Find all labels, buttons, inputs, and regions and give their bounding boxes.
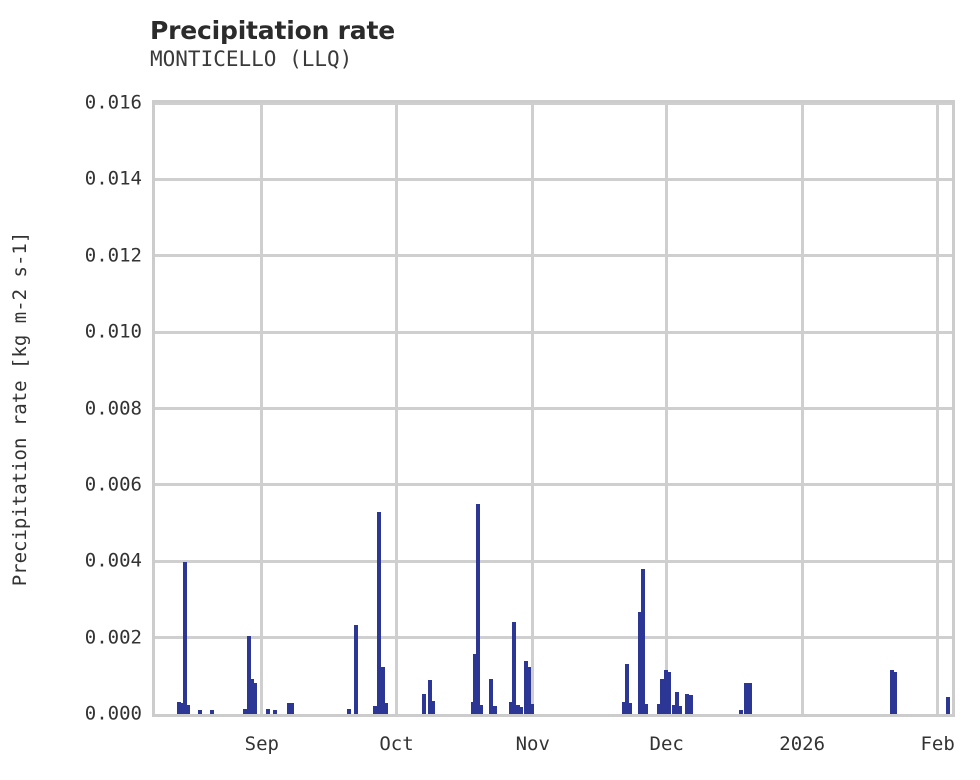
data-bar [384,703,389,714]
gridline-horizontal [155,559,952,563]
data-bar [671,704,676,714]
data-bar [667,671,672,714]
plot-inner [155,103,952,714]
gridline-vertical [800,103,804,714]
chart-title-block: Precipitation rate MONTICELLO (LLQ) [150,16,850,72]
data-bar [685,693,690,714]
data-bar [427,679,432,714]
chart-subtitle: MONTICELLO (LLQ) [150,47,353,71]
gridline-vertical [394,103,398,714]
data-bar [380,667,385,714]
y-tick-label: 0.016 [84,91,142,114]
gridline-vertical [531,103,535,714]
data-bar [475,503,480,714]
data-bar [744,682,749,714]
data-bar [473,654,478,714]
x-tick-label: Oct [379,733,414,755]
x-tick-label: Nov [515,733,550,755]
x-tick-label: 2026 [779,733,826,755]
data-bar [518,707,523,714]
data-bar [471,701,475,714]
gridline-horizontal [155,483,952,487]
data-bar [353,625,358,714]
gridline-vertical [665,103,669,714]
data-bar [512,621,517,714]
data-bar [509,702,514,714]
data-bar [890,670,895,714]
x-tick-label: Feb [920,733,955,755]
y-tick-label: 0.002 [84,626,142,649]
data-bar [624,664,629,714]
data-bar [376,512,381,714]
gridline-horizontal [155,254,952,258]
gridline-vertical [936,103,940,714]
data-bar [523,661,528,714]
data-bar [266,709,271,714]
data-bar [621,702,626,714]
gridline-horizontal [155,103,952,105]
data-bar [183,562,188,714]
data-bar [663,669,668,714]
data-bar [678,705,683,714]
y-tick-label: 0.004 [84,549,142,572]
data-bar [638,611,643,714]
data-bar [250,679,255,714]
gridline-horizontal [155,407,952,410]
data-bar [346,709,351,714]
data-bar [186,704,191,714]
x-tick-label: Dec [649,733,684,755]
y-tick-label: 0.008 [84,397,142,419]
gridline-horizontal [155,330,952,334]
data-bar [640,568,645,714]
y-tick-label: 0.000 [84,702,142,725]
page-title: Precipitation rate [150,16,395,45]
y-tick-label: 0.010 [84,320,142,343]
data-bar [422,693,427,714]
data-bar [738,710,743,714]
y-tick-label: 0.012 [84,244,142,267]
data-bar [515,704,520,714]
data-bar [210,710,215,714]
gridline-horizontal [155,177,952,181]
data-bar [675,691,680,714]
data-bar [180,702,185,714]
data-bar [529,704,534,714]
data-bar [643,704,648,714]
data-bar [272,710,277,714]
data-bar [893,672,898,714]
data-bar [372,705,377,714]
plot-area [152,100,955,717]
data-bar [176,701,181,714]
data-bar [197,709,202,714]
data-bar [659,679,664,714]
x-axis-ticks: Sep Oct Nov Dec 2026 Feb [152,733,955,763]
x-tick-label: Sep [244,733,279,755]
y-axis-ticks: 0.000 0.002 0.004 0.006 0.008 0.010 0.012 0.014… [0,93,142,723]
gridline-vertical [260,103,264,714]
y-tick-label: 0.006 [84,473,142,496]
data-bar [628,702,632,714]
data-bar [290,703,295,714]
data-bar [489,679,494,714]
data-bar [747,683,752,714]
data-bar [946,697,950,714]
gridline-horizontal [155,636,952,640]
data-bar [478,705,483,714]
data-bar [253,683,258,714]
data-bar [431,701,436,714]
data-bar [286,702,291,714]
y-tick-label: 0.014 [84,167,142,190]
data-bar [492,705,497,714]
data-bar [247,635,252,714]
data-bar [526,667,531,714]
data-bar [656,704,661,714]
data-bar [243,709,248,714]
data-bar [688,694,693,714]
